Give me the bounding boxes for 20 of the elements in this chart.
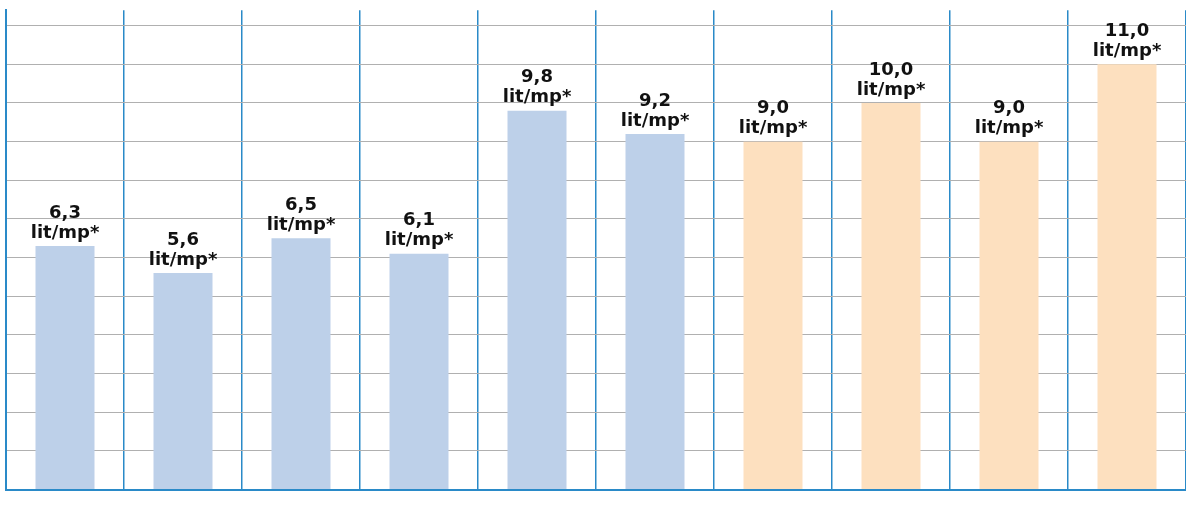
data-label: 5,6 lit/mp* <box>148 227 218 269</box>
bar <box>389 253 449 490</box>
data-label: 6,3 lit/mp* <box>30 200 100 242</box>
data-label: 6,5 lit/mp* <box>266 192 336 234</box>
data-label: 9,0 lit/mp* <box>738 96 808 138</box>
data-label: 10,0 lit/mp* <box>856 57 926 99</box>
bar <box>743 141 803 490</box>
data-label: 9,8 lit/mp* <box>502 65 572 107</box>
data-label: 9,0 lit/mp* <box>974 96 1044 138</box>
data-label: 9,2 lit/mp* <box>620 88 690 130</box>
bar <box>35 246 95 490</box>
bar <box>861 102 921 490</box>
bar <box>979 141 1039 490</box>
bar <box>271 238 331 490</box>
bar <box>153 273 213 490</box>
data-label: 6,1 lit/mp* <box>384 208 454 250</box>
bar <box>1097 64 1157 490</box>
bar <box>507 110 567 490</box>
data-label: 11,0 lit/mp* <box>1092 19 1162 60</box>
bar <box>625 133 685 490</box>
